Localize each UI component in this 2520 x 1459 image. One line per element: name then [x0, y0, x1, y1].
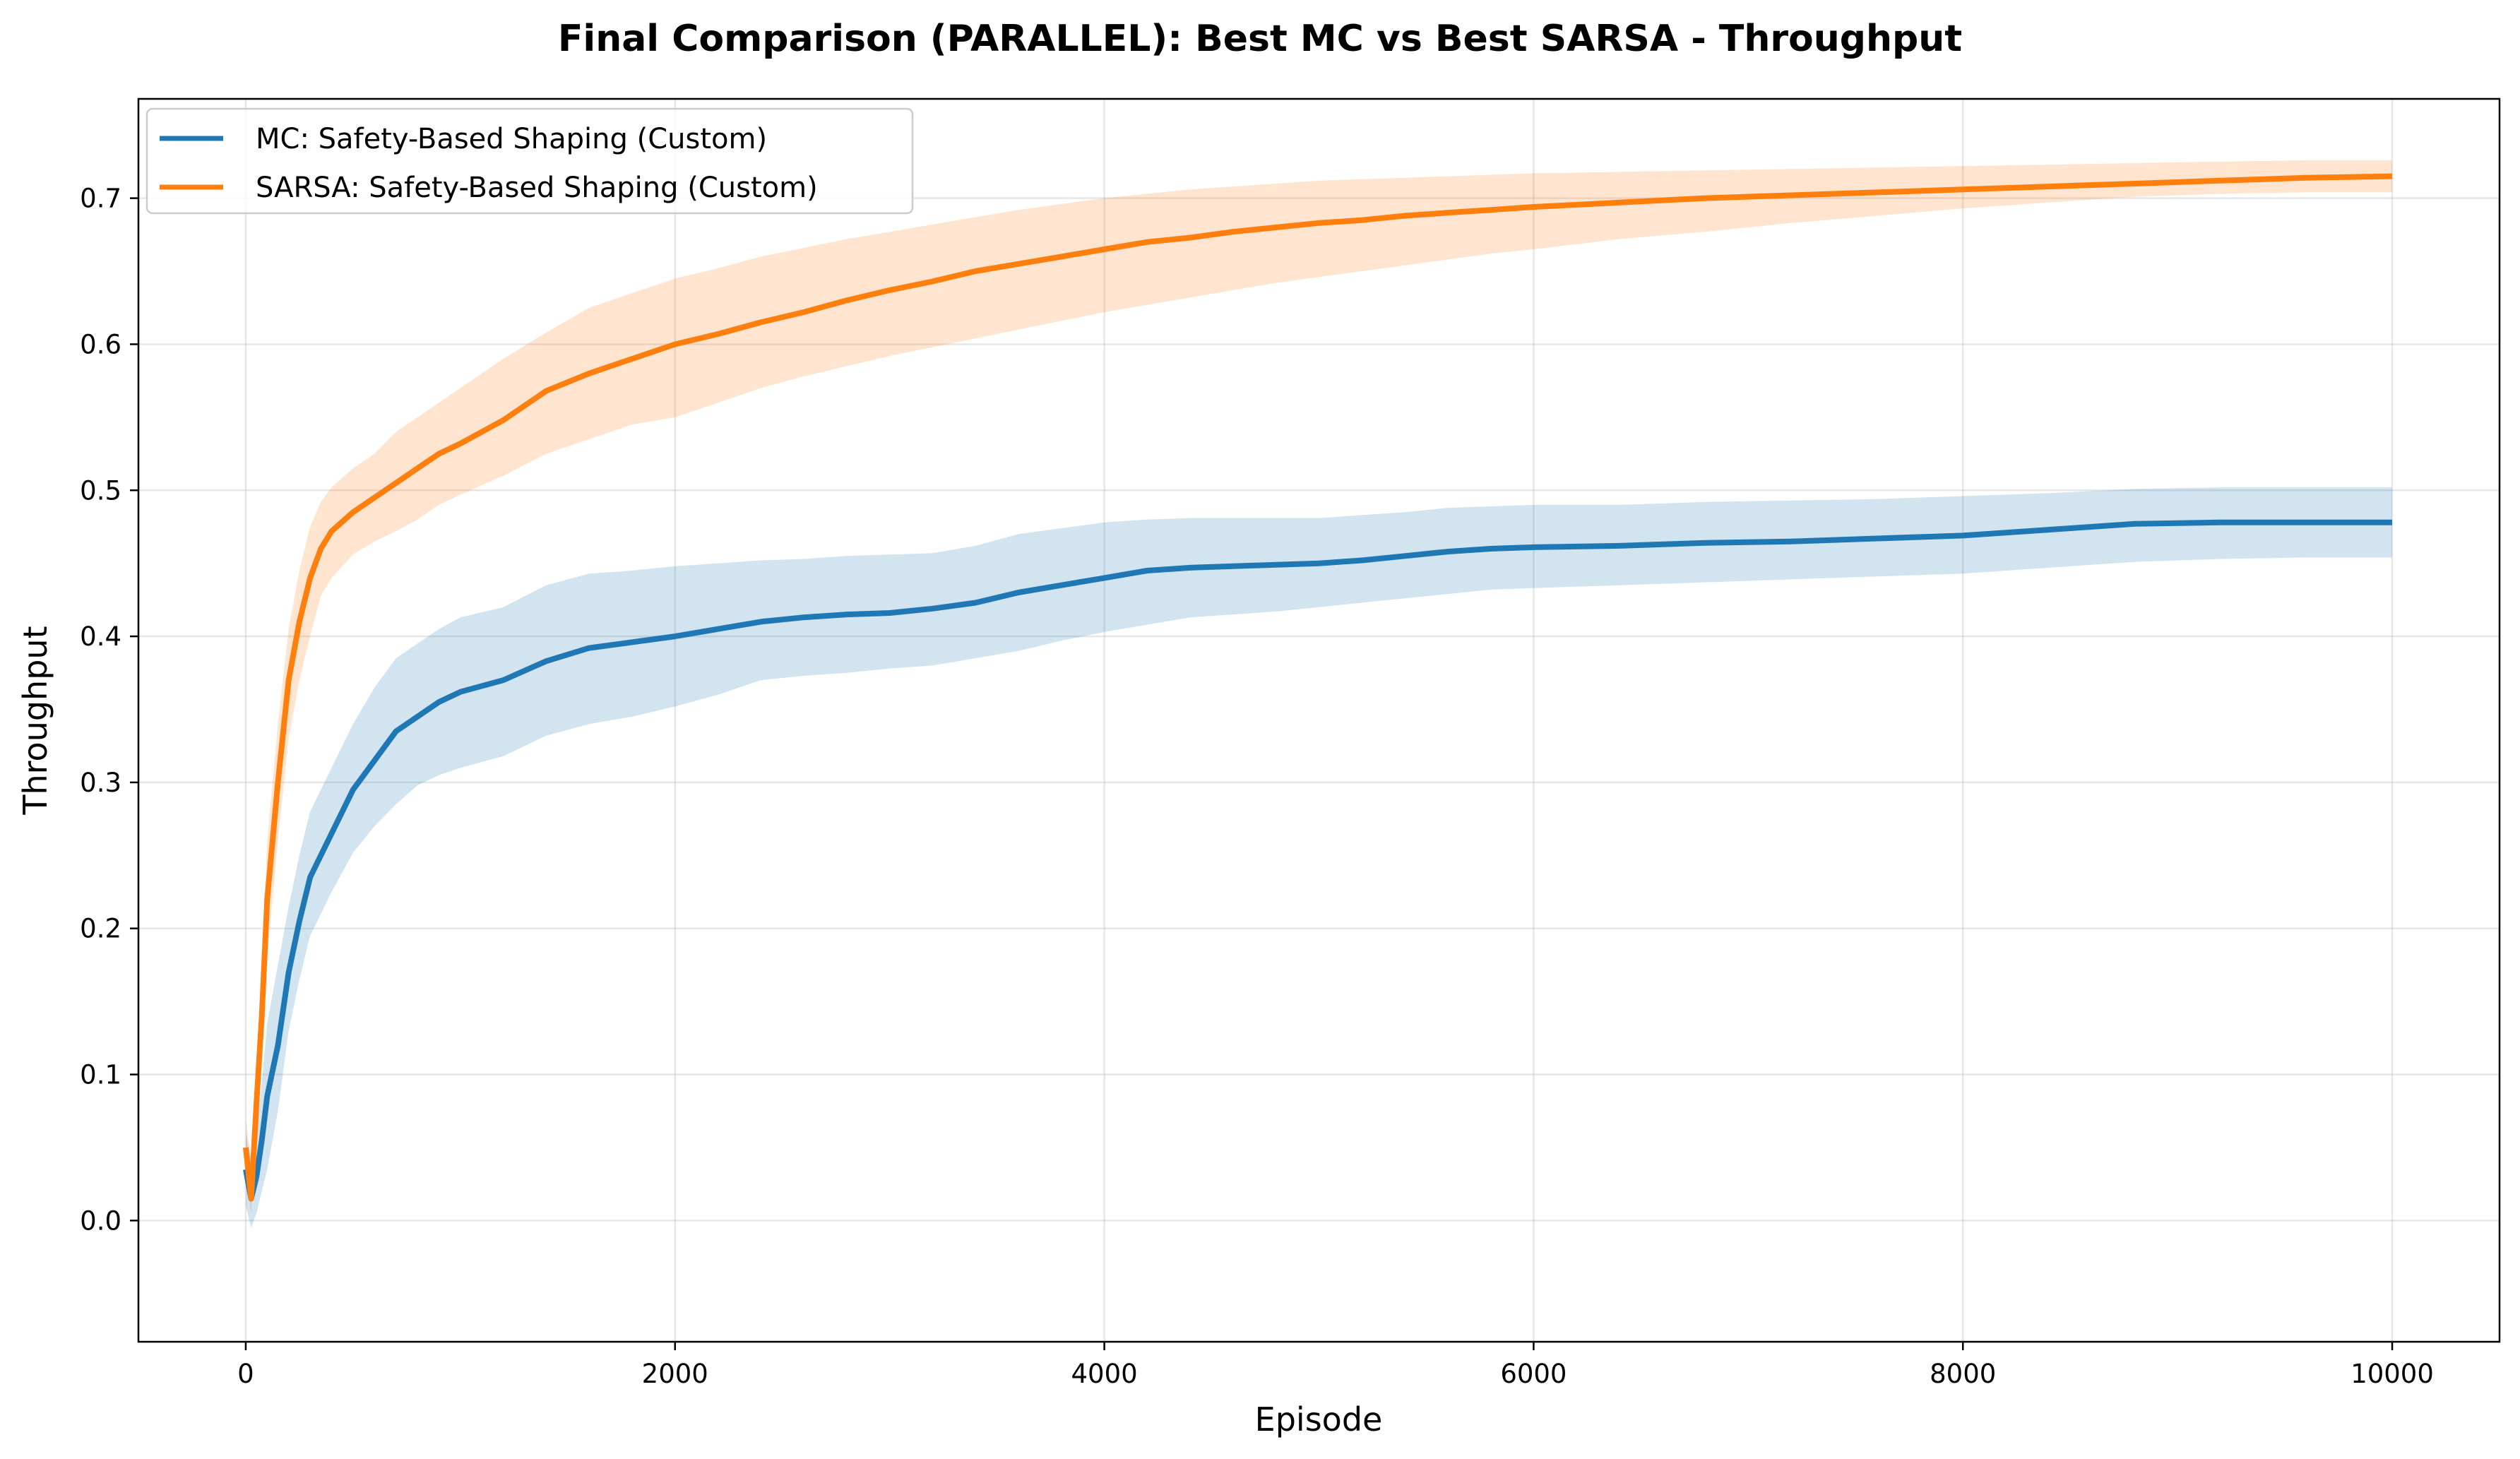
- y-tick-label: 0.2: [80, 914, 121, 944]
- series-lines: [243, 173, 2393, 1202]
- x-tick-label: 0: [237, 1359, 254, 1389]
- x-tick-label: 8000: [1930, 1359, 1996, 1389]
- line-sarsa: [243, 173, 2393, 1202]
- x-ticks: 0 2000 4000 6000 8000 10000: [237, 1342, 2434, 1389]
- y-tick-label: 0.0: [80, 1205, 121, 1236]
- chart-title: Final Comparison (PARALLEL): Best MC vs …: [558, 18, 1962, 60]
- legend-label-mc: MC: Safety-Based Shaping (Custom): [256, 123, 767, 155]
- legend-box: [145, 107, 914, 215]
- confidence-bands: [246, 160, 2392, 1228]
- plot-frame: [137, 97, 2501, 1343]
- grid: [138, 99, 2500, 1342]
- legend: MC: Safety-Based Shaping (Custom) SARSA:…: [145, 107, 914, 215]
- y-tick-label: 0.4: [80, 621, 121, 652]
- x-tick-label: 6000: [1500, 1359, 1567, 1389]
- y-tick-label: 0.6: [80, 329, 121, 359]
- y-tick-label: 0.3: [80, 768, 121, 798]
- legend-label-sarsa: SARSA: Safety-Based Shaping (Custom): [256, 172, 818, 204]
- x-axis-label: Episode: [1255, 1400, 1383, 1439]
- y-tick-label: 0.1: [80, 1060, 121, 1090]
- y-tick-label: 0.7: [80, 184, 121, 214]
- y-ticks: 0.0 0.1 0.2 0.3 0.4 0.5 0.6 0.7: [80, 184, 138, 1236]
- x-tick-label: 4000: [1071, 1359, 1138, 1389]
- x-tick-label: 10000: [2350, 1359, 2434, 1389]
- y-axis-label: Throughput: [16, 626, 54, 815]
- line-mc: [243, 519, 2392, 1202]
- x-tick-label: 2000: [642, 1359, 708, 1389]
- y-tick-label: 0.5: [80, 475, 121, 506]
- band-mc: [246, 487, 2392, 1228]
